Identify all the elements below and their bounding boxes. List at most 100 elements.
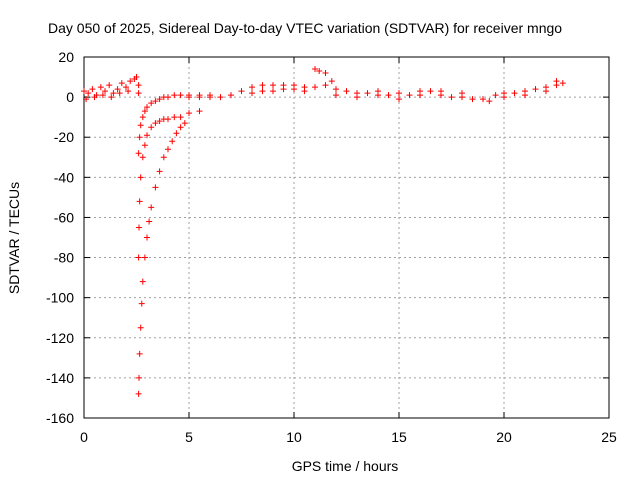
data-point: [169, 138, 176, 145]
data-point: [138, 300, 145, 307]
data-point: [438, 88, 444, 95]
data-point: [136, 374, 143, 381]
data-point: [81, 88, 87, 95]
data-point: [375, 88, 381, 95]
data-point: [99, 92, 106, 99]
data-point: [559, 80, 566, 87]
data-point: [116, 90, 123, 97]
data-point: [136, 198, 143, 205]
y-tick-label: 20: [58, 49, 74, 65]
data-point: [156, 96, 163, 103]
data-point: [171, 114, 178, 121]
data-point: [136, 224, 143, 231]
data-point: [125, 88, 132, 95]
data-point: [136, 134, 143, 141]
data-point: [137, 174, 144, 181]
data-point: [492, 92, 499, 99]
data-point: [270, 88, 276, 95]
data-point: [135, 390, 142, 397]
series-early-segment: [81, 74, 142, 103]
data-point: [152, 120, 159, 127]
x-tick-label: 0: [80, 429, 88, 445]
data-point: [135, 150, 142, 157]
data-point: [312, 84, 318, 91]
data-point: [127, 78, 134, 85]
data-point: [146, 218, 153, 225]
data-point: [181, 120, 188, 127]
y-tick-label: -80: [54, 250, 74, 266]
x-tick-label: 15: [391, 429, 407, 445]
data-point: [148, 124, 155, 131]
data-point: [141, 254, 148, 261]
data-point: [144, 132, 150, 139]
data-point: [328, 78, 335, 85]
data-point: [417, 88, 423, 95]
data-point: [316, 68, 323, 75]
data-point: [511, 90, 518, 97]
data-point: [291, 86, 297, 93]
data-point: [364, 90, 371, 97]
x-tick-label: 5: [185, 429, 193, 445]
y-tick-label: 0: [66, 89, 74, 105]
x-tick-label: 10: [286, 429, 302, 445]
data-point: [110, 90, 117, 97]
data-point: [135, 90, 142, 97]
data-point: [177, 92, 184, 99]
data-point: [148, 204, 155, 211]
data-point: [148, 100, 155, 107]
y-tick-label: -60: [54, 209, 74, 225]
data-point: [186, 94, 192, 101]
y-tick-label: -140: [46, 370, 74, 386]
data-point: [139, 154, 146, 161]
data-point: [139, 114, 146, 121]
data-point: [207, 94, 213, 101]
series-recovery-arc-3: [135, 120, 188, 397]
data-point: [249, 84, 255, 91]
data-point: [97, 84, 104, 91]
data-point: [165, 94, 171, 101]
data-point: [228, 92, 234, 99]
data-point: [427, 88, 434, 95]
data-point: [448, 94, 455, 101]
data-point: [141, 108, 148, 115]
data-point: [301, 88, 308, 95]
x-axis-label: GPS time / hours: [292, 458, 399, 474]
grid-lines: [84, 57, 609, 418]
data-point: [83, 96, 90, 103]
data-point: [136, 350, 143, 357]
x-tick-label: 25: [601, 429, 617, 445]
data-point: [171, 92, 178, 99]
data-point: [141, 142, 148, 149]
data-point: [259, 88, 266, 95]
data-point: [177, 114, 184, 121]
x-tick-labels: 0 5 10 15 20 25: [80, 429, 617, 445]
chart-title: Day 050 of 2025, Sidereal Day-to-day VTE…: [48, 20, 562, 36]
data-point: [114, 86, 121, 93]
data-points: [81, 66, 566, 397]
data-point: [522, 92, 528, 99]
y-axis-label: SDTVAR / TECUs: [6, 182, 22, 294]
data-point: [137, 324, 144, 331]
data-point: [177, 124, 184, 131]
data-point: [270, 82, 276, 89]
data-point: [91, 94, 98, 101]
data-point: [396, 96, 402, 103]
data-point: [532, 86, 539, 93]
data-point: [165, 146, 171, 153]
data-point: [106, 82, 113, 89]
data-point: [186, 110, 192, 117]
data-point: [135, 82, 142, 89]
data-point: [354, 94, 360, 101]
data-point: [469, 96, 476, 103]
y-tick-label: -120: [46, 330, 74, 346]
data-point: [385, 92, 392, 99]
data-point: [123, 84, 129, 91]
data-point: [133, 74, 140, 81]
data-point: [480, 96, 486, 103]
data-point: [108, 94, 115, 101]
axis-ticks: [83, 56, 610, 419]
data-point: [173, 130, 180, 137]
y-tick-label: -20: [54, 129, 74, 145]
data-point: [152, 98, 159, 105]
